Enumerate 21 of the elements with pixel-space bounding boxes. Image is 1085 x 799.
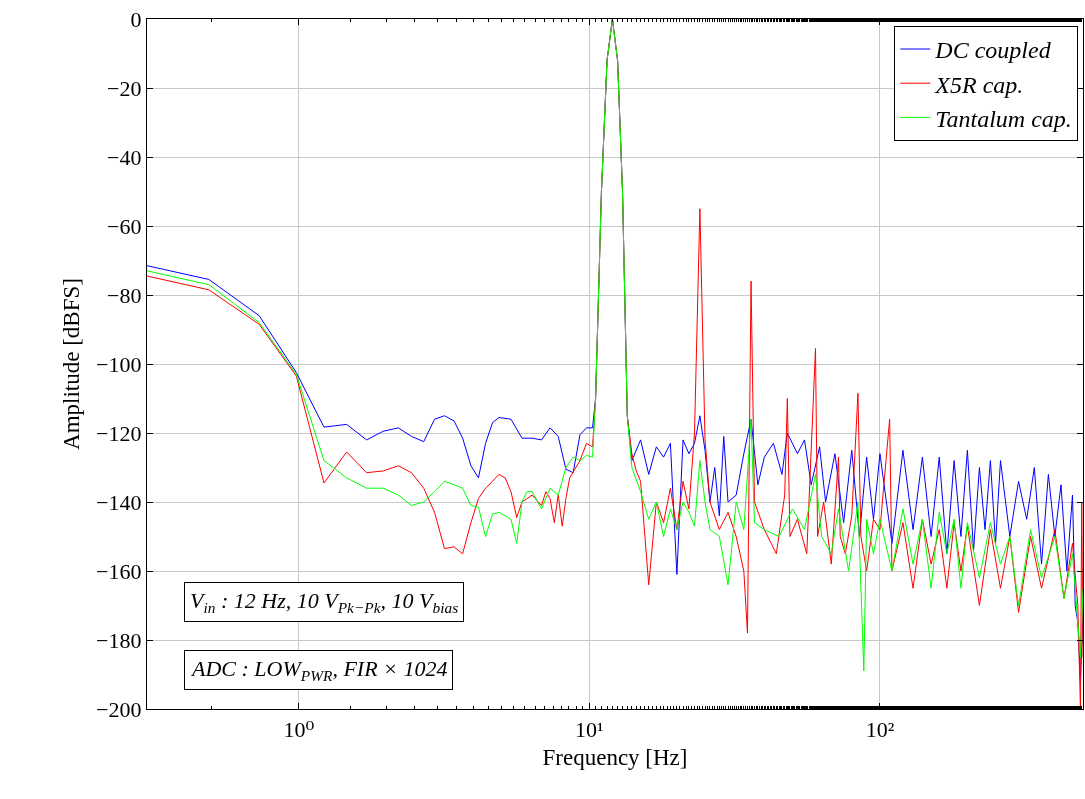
- x-tick-label: 10²: [865, 716, 895, 742]
- y-tick-label: −180: [96, 627, 142, 653]
- x-axis-title: Frequency [Hz]: [542, 745, 688, 771]
- y-axis-title: Amplitude [dBFS]: [58, 278, 84, 450]
- y-tick-label: −40: [107, 144, 142, 170]
- y-tick-label: −20: [107, 75, 142, 101]
- y-tick-label: −120: [96, 420, 142, 446]
- y-tick-label: −160: [96, 558, 142, 584]
- annotation: ADC : LOW$_{PWR}$, FIR × 1024: [190, 656, 448, 684]
- y-tick-label: −60: [107, 213, 142, 239]
- y-tick-label: −140: [96, 489, 142, 515]
- x-tick-label: 10¹: [575, 716, 604, 742]
- y-tick-label: −200: [96, 696, 142, 722]
- legend-label: Tantalum cap.: [935, 105, 1072, 132]
- annotation: V$_{in}$ : 12 Hz, 10 V$_{Pk−Pk}$, 10 V$_{bias}$: [190, 588, 459, 616]
- y-tick-label: −100: [96, 351, 142, 377]
- x-tick-label: 10⁰: [283, 716, 315, 742]
- y-tick-label: −80: [107, 282, 142, 308]
- legend-label: DC coupled: [934, 37, 1052, 64]
- legend-label: X5R cap.: [934, 71, 1024, 98]
- y-tick-label: 0: [130, 6, 142, 32]
